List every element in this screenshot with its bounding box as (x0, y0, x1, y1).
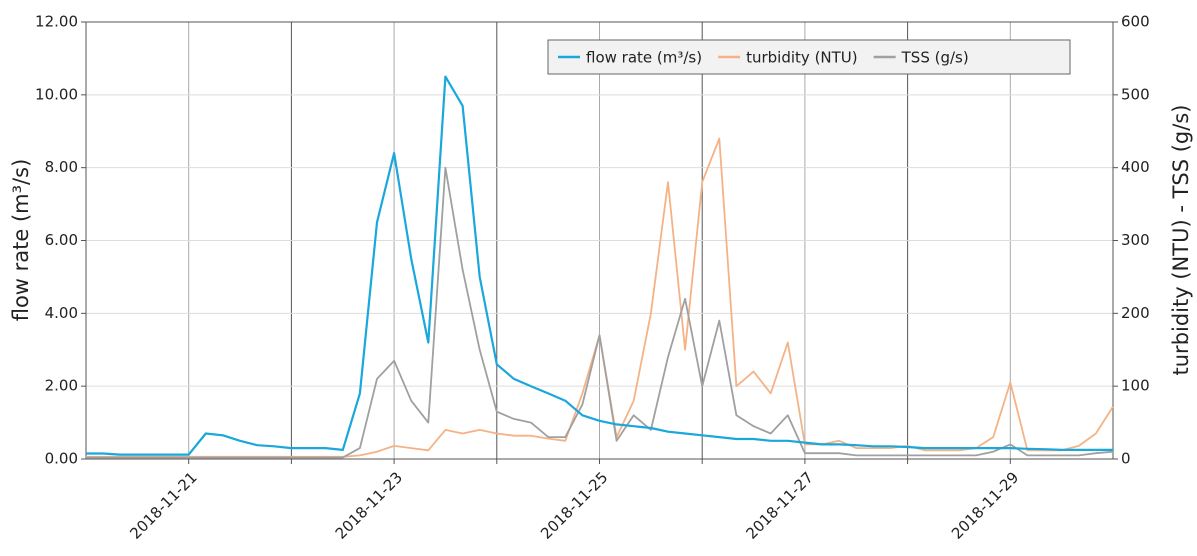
x-tick-label: 2018-11-29 (948, 468, 1022, 542)
series-line (86, 75, 1113, 456)
y-axis-title: flow rate (m³/s) (9, 159, 33, 322)
x-tick-label: 2018-11-25 (537, 468, 611, 542)
y-tick-label: 0.00 (45, 450, 78, 468)
y-tick-label: 12.00 (35, 13, 78, 31)
y2-tick-label: 400 (1121, 158, 1150, 176)
y2-tick-label: 300 (1121, 231, 1150, 249)
y-tick-label: 4.00 (45, 304, 78, 322)
x-tick-label: 2018-11-27 (743, 468, 817, 542)
y-tick-label: 10.00 (35, 85, 78, 103)
y-tick-label: 8.00 (45, 158, 78, 176)
y2-tick-label: 100 (1121, 377, 1150, 395)
legend-label: TSS (g/s) (901, 49, 969, 67)
legend-box (547, 39, 1071, 75)
x-tick-label: 2018-11-23 (332, 468, 406, 542)
y2-axis-title: turbidity (NTU) - TSS (g/s) (1169, 105, 1193, 376)
y2-tick-label: 0 (1121, 450, 1131, 468)
y2-tick-label: 200 (1121, 304, 1150, 322)
y2-tick-label: 500 (1121, 85, 1150, 103)
y2-tick-label: 600 (1121, 13, 1150, 31)
plot-frame (85, 21, 1114, 460)
legend-label: turbidity (NTU) (746, 49, 858, 67)
series-line (86, 166, 1114, 459)
y-tick-label: 2.00 (45, 377, 78, 395)
y-tick-label: 6.00 (45, 231, 78, 249)
legend: flow rate (m³/s) turbidity (NTU) TSS (g/s) (547, 39, 1071, 75)
x-tick-label: 2018-11-21 (126, 468, 200, 542)
legend-label: flow rate (m³/s) (586, 49, 702, 67)
